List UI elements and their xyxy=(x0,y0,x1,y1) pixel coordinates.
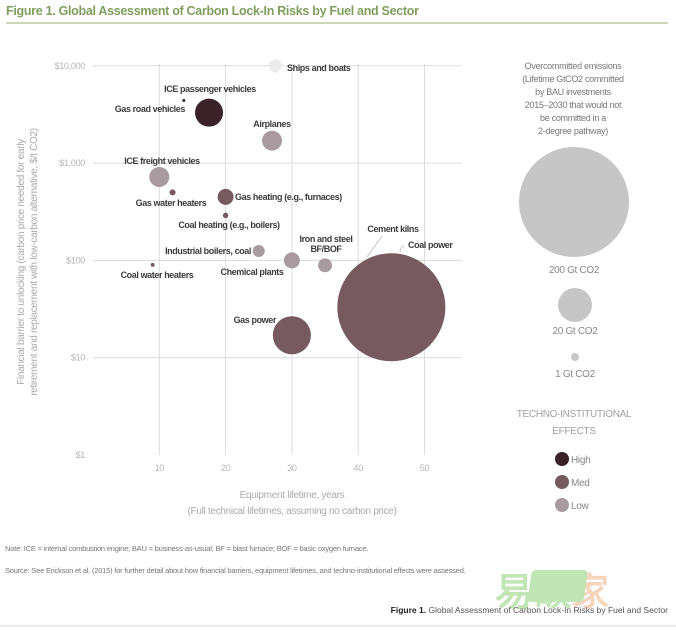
bubble-airplanes xyxy=(262,130,283,151)
watermark-logo: 易碳 家 tanjiaoyi .com xyxy=(495,570,655,614)
color-legend-title-1: TECHNO-INSTITUTIONAL xyxy=(517,409,632,420)
x-tick-label: 40 xyxy=(353,463,363,473)
color-legend-title-2: EFFECTS xyxy=(552,426,596,437)
size-legend-title-5: be committed in a xyxy=(540,113,606,123)
y-axis-ticks: $1 $10 $100 $1,000 $10,000 xyxy=(55,61,86,460)
bubble-coal-heating-e-g-boilers xyxy=(222,212,229,219)
bubble-gas-water-heaters xyxy=(169,189,176,196)
bubble-coal-water-heaters xyxy=(150,262,155,267)
label-gas-water-heaters: Gas water heaters xyxy=(136,198,207,208)
size-legend-title-6: 2-degree pathway) xyxy=(538,126,608,136)
y-tick-label: $1,000 xyxy=(59,158,85,168)
bubble-chemical-plants xyxy=(283,252,300,269)
coal-power-leader-line xyxy=(399,245,405,254)
label-gas-road-vehicles: Gas road vehicles xyxy=(115,104,186,114)
size-legend: Overcommitted emissions (Lifetime GtCO2 … xyxy=(519,61,629,380)
bubble-gas-heating-e-g-furnaces xyxy=(217,188,234,205)
source-text: Source: See Erickson et al. (2015) for f… xyxy=(5,566,466,575)
label-cement-kilns: Cement kilns xyxy=(367,224,419,234)
y-tick-label: $10,000 xyxy=(55,61,86,71)
legend-label-low: Low xyxy=(571,501,590,512)
color-legend: TECHNO-INSTITUTIONAL EFFECTS High Med Lo… xyxy=(517,409,632,512)
bubble-ships-and-boats xyxy=(268,59,283,73)
label-coal-water-heaters: Coal water heaters xyxy=(121,270,194,280)
cement-kilns-leader-line xyxy=(366,235,383,258)
legend-label-high: High xyxy=(571,455,590,466)
label-coal-power: Coal power xyxy=(408,240,453,250)
y-axis-title-line1: Financial barrier to unlocking (carbon p… xyxy=(16,139,27,385)
x-axis-title-line2: (Full technical lifetimes, assuming no c… xyxy=(188,506,397,517)
size-legend-label-200: 200 Gt CO2 xyxy=(549,265,600,276)
bottom-caption-text: Global Assessment of Carbon Lock-In Risk… xyxy=(426,605,668,615)
watermark-latin: tanjiaoyi xyxy=(618,577,655,588)
label-iron-and-steel: Iron and steel xyxy=(300,234,353,244)
y-tick-label: $10 xyxy=(71,353,85,363)
x-tick-label: 20 xyxy=(221,463,231,473)
label-bf-bof: BF/BOF xyxy=(310,244,342,254)
y-tick-label: $100 xyxy=(66,255,85,265)
size-legend-label-20: 20 Gt CO2 xyxy=(552,326,598,337)
bubble-gas-road-vehicles xyxy=(195,98,224,127)
bubble-ice-freight-vehicles xyxy=(149,166,170,187)
figure-title: Figure 1. Global Assessment of Carbon Lo… xyxy=(6,4,419,18)
legend-swatch-med xyxy=(555,475,569,489)
label-coal-heating: Coal heating (e.g., boilers) xyxy=(178,220,280,230)
size-legend-label-1: 1 Gt CO2 xyxy=(555,369,596,380)
size-legend-title-3: by BAU investments xyxy=(535,87,611,97)
label-airplanes: Airplanes xyxy=(253,119,291,129)
bottom-caption-bold: Figure 1. xyxy=(391,605,426,615)
size-legend-circle-1 xyxy=(571,353,579,361)
legend-label-med: Med xyxy=(571,478,590,489)
watermark-badge xyxy=(527,570,588,602)
bottom-caption: Figure 1. Global Assessment of Carbon Lo… xyxy=(391,605,668,615)
bubble-industrial-boilers-coal xyxy=(252,244,265,257)
size-legend-title-1: Overcommitted emissions xyxy=(525,61,622,71)
size-legend-circle-200 xyxy=(519,147,629,257)
legend-swatch-high xyxy=(555,452,569,466)
x-tick-label: 10 xyxy=(155,463,165,473)
x-axis-title: Equipment lifetime, years (Full technica… xyxy=(188,490,397,517)
x-tick-label: 50 xyxy=(420,463,430,473)
point-labels: Ships and boats ICE passenger vehicles G… xyxy=(115,63,454,325)
watermark-domain: .com xyxy=(632,590,654,601)
x-axis-ticks: 10 20 30 40 50 xyxy=(155,463,430,473)
label-industrial-boilers-coal: Industrial boilers, coal xyxy=(165,246,251,256)
y-axis-title: Financial barrier to unlocking (carbon p… xyxy=(16,128,40,396)
y-axis-title-line2: retirement and replacement with low-carb… xyxy=(29,128,40,396)
size-legend-title-4: 2015–2030 that would not xyxy=(525,100,622,110)
bubbles xyxy=(149,59,446,362)
bubble-coal-power xyxy=(337,253,446,362)
size-legend-title-2: (Lifetime GtCO2 committed xyxy=(522,74,624,84)
bubble-iron-and-steel-bf-bof xyxy=(318,258,333,273)
size-legend-circle-20 xyxy=(558,288,592,322)
y-tick-label: $1 xyxy=(76,450,86,460)
note-text: Note: ICE = internal combustion engine; … xyxy=(5,544,368,553)
legend-swatch-low xyxy=(555,498,569,512)
label-gas-heating: Gas heating (e.g., furnaces) xyxy=(235,192,342,202)
label-ships-and-boats: Ships and boats xyxy=(287,63,351,73)
bubble-ice-passenger-vehicles xyxy=(182,98,186,102)
bubble-gas-power xyxy=(272,316,311,355)
x-axis-title-line1: Equipment lifetime, years xyxy=(240,490,345,501)
x-tick-label: 30 xyxy=(287,463,297,473)
label-ice-passenger-vehicles: ICE passenger vehicles xyxy=(164,84,256,94)
label-chemical-plants: Chemical plants xyxy=(220,267,283,277)
label-gas-power: Gas power xyxy=(234,315,277,325)
label-ice-freight-vehicles: ICE freight vehicles xyxy=(124,156,200,166)
